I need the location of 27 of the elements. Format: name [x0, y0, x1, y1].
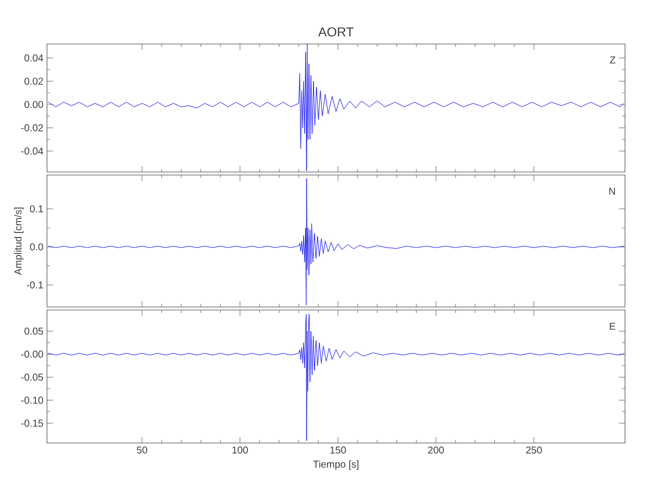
annotation: E — [610, 322, 616, 330]
y-tick-label: -0.15 — [21, 420, 44, 427]
y-tick-label: -0.02 — [21, 124, 43, 132]
line-series — [48, 314, 624, 441]
chart-title: AORT — [318, 27, 354, 36]
annotation: Z — [610, 56, 616, 64]
y-tick-label: 0.00 — [24, 100, 44, 108]
y-tick-label: -0.04 — [21, 148, 44, 155]
x-tick-label: 100 — [232, 446, 248, 454]
y-tick-label: -0.00 — [21, 350, 44, 358]
y-tick-label: 0.0 — [30, 243, 44, 250]
x-tick-label: 200 — [428, 446, 444, 454]
y-tick-label: 0.1 — [30, 205, 43, 212]
y-tick-label: -0.05 — [21, 374, 44, 381]
x-tick-label: 250 — [526, 446, 542, 454]
y-tick-label: -0.10 — [21, 396, 44, 404]
x-axis-title: Tiempo [s] — [313, 460, 358, 470]
line-series — [48, 44, 624, 172]
x-tick-label: 50 — [136, 446, 148, 454]
y-tick-label: -0.1 — [26, 281, 43, 288]
line-series — [48, 178, 624, 306]
y-tick-label: 0.02 — [24, 78, 43, 85]
y-tick-label: 0.04 — [24, 54, 44, 62]
annotation: N — [609, 188, 615, 195]
y-axis-title: Amplitud [cm/s] — [14, 208, 24, 276]
x-tick-label: 150 — [330, 446, 346, 454]
y-tick-label: 0.05 — [24, 328, 44, 335]
